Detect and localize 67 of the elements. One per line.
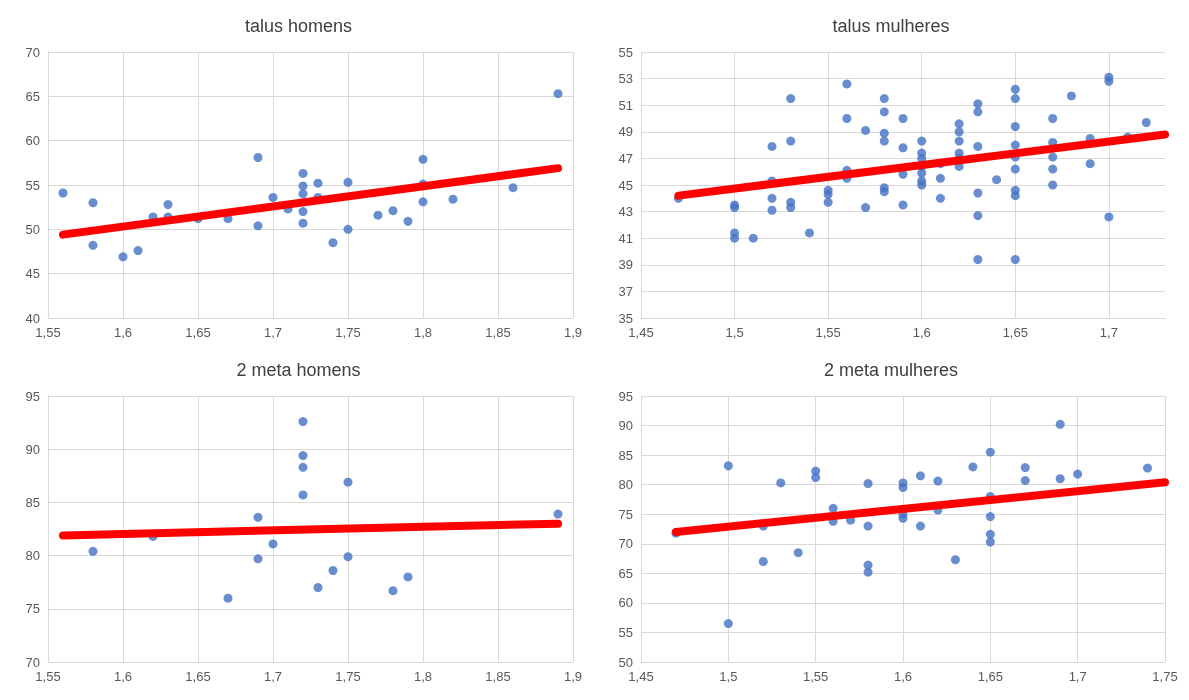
y-tick-label: 80: [25, 548, 40, 564]
x-tick-label: 1,65: [977, 669, 1003, 684]
y-tick-label: 90: [618, 418, 633, 434]
y-tick-label: 55: [618, 624, 633, 640]
x-tick-label: 1,45: [628, 325, 654, 340]
y-tick-label: 55: [618, 44, 633, 60]
x-tick-label: 1,7: [1099, 325, 1118, 340]
x-tick-label: 1,6: [893, 669, 913, 684]
y-tick-label: 39: [618, 257, 633, 273]
chart-title: 2 meta homens: [236, 360, 361, 380]
y-tick-label: 43: [618, 204, 633, 220]
y-tick-label: 70: [25, 44, 40, 60]
y-tick-label: 55: [25, 177, 40, 193]
x-tick-label: 1,85: [485, 669, 511, 684]
y-tick-label: 80: [618, 477, 633, 493]
x-tick-label: 1,55: [35, 325, 61, 340]
x-tick-label: 1,7: [1068, 669, 1087, 684]
y-tick-label: 49: [618, 124, 633, 140]
y-tick-label: 85: [618, 447, 633, 463]
y-tick-label: 40: [25, 310, 40, 326]
x-tick-label: 1,5: [719, 669, 738, 684]
x-tick-label: 1,65: [185, 669, 211, 684]
chart-title: 2 meta mulheres: [823, 360, 959, 380]
y-tick-label: 45: [25, 266, 40, 282]
y-tick-label: 50: [618, 654, 633, 670]
y-tick-label: 35: [618, 310, 633, 326]
chart-title: talus mulheres: [832, 16, 950, 36]
x-tick-label: 1,85: [485, 325, 511, 340]
y-tick-label: 85: [25, 494, 40, 510]
x-tick-label: 1,8: [413, 325, 433, 340]
y-tick-label: 53: [618, 71, 633, 87]
y-tick-label: 50: [25, 221, 40, 237]
x-tick-label: 1,75: [1152, 669, 1178, 684]
y-tick-label: 51: [618, 97, 633, 113]
x-tick-label: 1,6: [912, 325, 931, 340]
x-tick-label: 1,65: [185, 325, 211, 340]
y-tick-label: 47: [618, 150, 633, 166]
x-tick-label: 1,5: [725, 325, 744, 340]
y-tick-label: 70: [618, 536, 633, 552]
y-tick-label: 60: [618, 595, 633, 611]
y-tick-label: 37: [618, 283, 633, 299]
x-tick-label: 1,7: [263, 669, 283, 684]
y-tick-label: 90: [25, 441, 40, 457]
x-tick-label: 1,8: [413, 669, 433, 684]
x-tick-label: 1,6: [113, 325, 133, 340]
x-tick-label: 1,9: [563, 325, 583, 340]
x-tick-label: 1,55: [803, 669, 829, 684]
x-tick-label: 1,7: [263, 325, 283, 340]
x-tick-label: 1,65: [1002, 325, 1028, 340]
y-tick-label: 75: [25, 601, 40, 617]
x-tick-label: 1,55: [815, 325, 841, 340]
y-tick-label: 60: [25, 133, 40, 149]
x-tick-label: 1,75: [335, 325, 361, 340]
y-tick-label: 65: [25, 88, 40, 104]
y-tick-label: 45: [618, 177, 633, 193]
y-tick-label: 70: [25, 654, 40, 670]
x-tick-label: 1,9: [563, 669, 583, 684]
x-tick-label: 1,75: [335, 669, 361, 684]
x-tick-label: 1,55: [35, 669, 61, 684]
x-tick-label: 1,45: [628, 669, 654, 684]
y-tick-label: 95: [25, 388, 40, 404]
x-tick-label: 1,6: [113, 669, 133, 684]
y-tick-label: 75: [618, 506, 633, 522]
y-tick-label: 41: [618, 230, 633, 246]
y-tick-label: 95: [618, 388, 633, 404]
y-tick-label: 65: [618, 565, 633, 581]
chart-title: talus homens: [244, 16, 353, 36]
